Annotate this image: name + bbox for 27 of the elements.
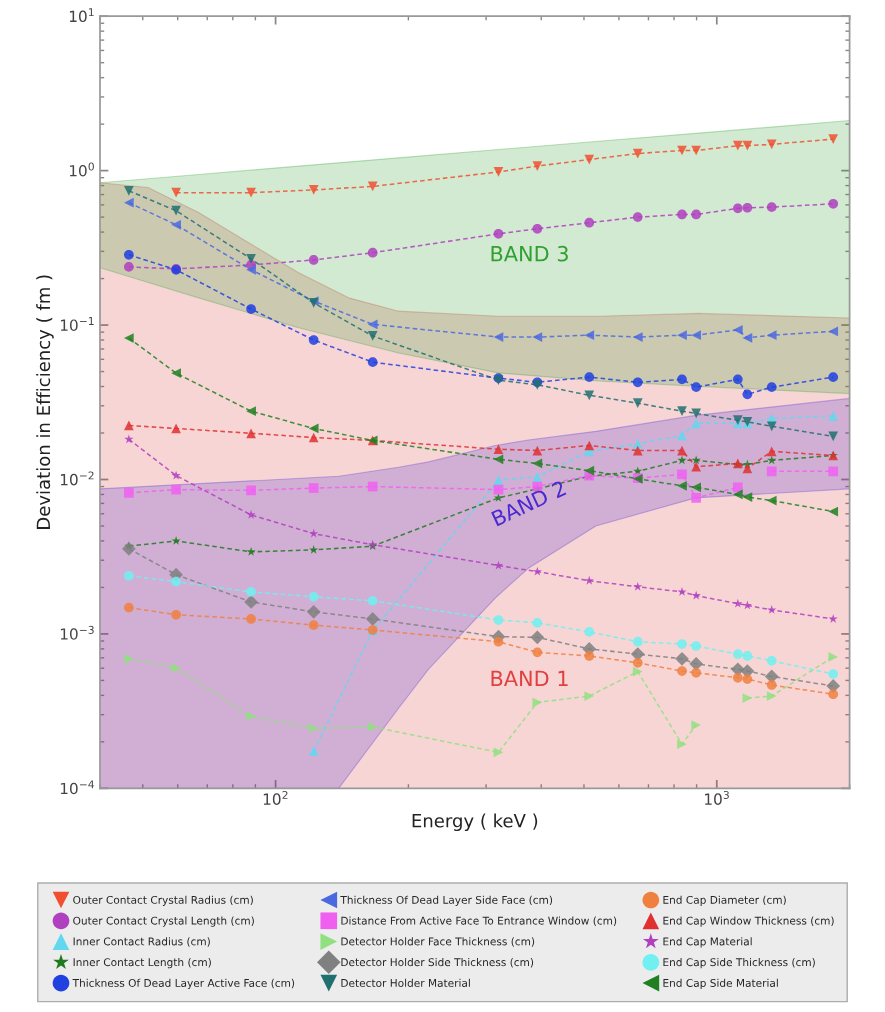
- legend-label: Thickness Of Dead Layer Active Face (cm): [72, 978, 295, 989]
- legend-label: Detector Holder Face Thickness (cm): [341, 937, 535, 947]
- legend-label: End Cap Side Material: [663, 978, 778, 989]
- legend-label: Inner Contact Radius (cm): [73, 937, 210, 947]
- legend-label: Detector Holder Material: [341, 978, 470, 987]
- x-tick-label: 10$^{2}$: [263, 790, 288, 805]
- legend-label: End Cap Window Thickness (cm): [663, 916, 834, 927]
- y-tick-label: 10$^{−1}$: [60, 317, 94, 331]
- y-tick-label: 10$^{0}$: [69, 162, 94, 177]
- legend-label: Outer Contact Crystal Radius (cm): [73, 895, 253, 906]
- annotation: BAND 1: [491, 670, 568, 686]
- y-tick-label: 10$^{−3}$: [60, 625, 94, 640]
- legend-label: Outer Contact Crystal Length (cm): [73, 916, 254, 927]
- legend-label: End Cap Side Thickness (cm): [663, 958, 815, 969]
- y-tick-label: 10$^{−2}$: [60, 471, 94, 486]
- y-tick-label: 10$^{−4}$: [60, 780, 94, 795]
- annotation: BAND 3: [491, 245, 568, 262]
- legend-label: End Cap Diameter (cm): [663, 895, 786, 906]
- legend-label: Distance From Active Face To Entrance Window (cm): [341, 916, 617, 926]
- legend-label: Thickness Of Dead Layer Side Face (cm): [340, 895, 553, 906]
- x-tick-label: 10$^{3}$: [705, 790, 729, 805]
- legend-label: Inner Contact Length (cm): [73, 958, 211, 969]
- y-tick-label: 10$^{1}$: [69, 8, 94, 23]
- legend-label: Detector Holder Side Thickness (cm): [341, 958, 534, 968]
- legend-label: End Cap Material: [663, 937, 752, 948]
- y-axis-title: Deviation in Efficiency ( fm ): [36, 275, 54, 529]
- x-axis-title: Energy ( keV ): [412, 813, 538, 832]
